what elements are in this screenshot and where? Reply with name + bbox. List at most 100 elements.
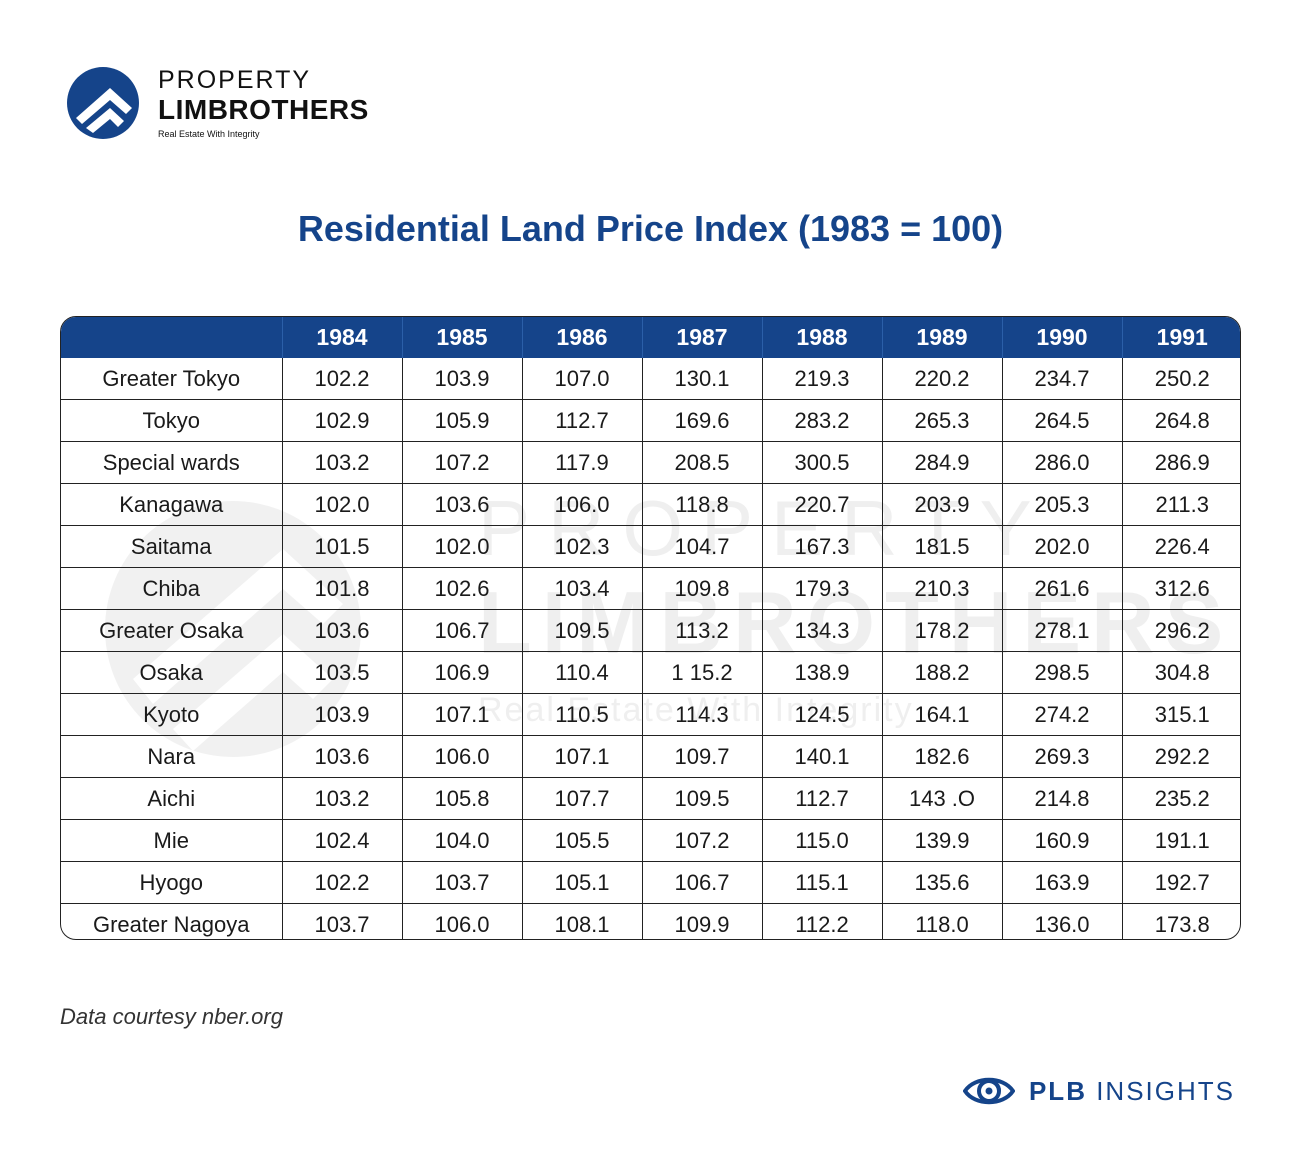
logo-tagline: Real Estate With Integrity xyxy=(158,128,260,139)
value-cell: 103.5 xyxy=(281,651,402,694)
value-cell: 115.1 xyxy=(761,861,882,904)
region-name-cell: Tokyo xyxy=(61,399,282,442)
value-cell: 135.6 xyxy=(881,861,1002,904)
value-cell: 134.3 xyxy=(761,609,882,652)
value-cell: 118.0 xyxy=(881,903,1002,939)
value-cell: 178.2 xyxy=(881,609,1002,652)
header-year-1990: 1990 xyxy=(1001,317,1122,358)
table-row: Saitama 101.5 102.0 102.3 104.7 167.3 181.5 202… xyxy=(61,525,1240,568)
value-cell: 105.8 xyxy=(401,777,522,820)
value-cell: 112.2 xyxy=(761,903,882,939)
value-cell: 181.5 xyxy=(881,525,1002,568)
table-body: Greater Tokyo 102.2 103.9 107.0 130.1 219.3 22… xyxy=(61,358,1240,939)
region-name-cell: Osaka xyxy=(61,651,282,694)
value-cell: 107.2 xyxy=(401,441,522,484)
value-cell: 102.3 xyxy=(521,525,642,568)
value-cell: 167.3 xyxy=(761,525,882,568)
value-cell: 140.1 xyxy=(761,735,882,778)
value-cell: 105.9 xyxy=(401,399,522,442)
table-row: Tokyo 102.9 105.9 112.7 169.6 283.2 265.3 264.5… xyxy=(61,399,1240,442)
value-cell: 300.5 xyxy=(761,441,882,484)
value-cell: 118.8 xyxy=(641,483,762,526)
value-cell: 106.0 xyxy=(401,903,522,939)
value-cell: 139.9 xyxy=(881,819,1002,862)
table-row: Special wards 103.2 107.2 117.9 208.5 300.5 28… xyxy=(61,441,1240,484)
value-cell: 115.0 xyxy=(761,819,882,862)
value-cell: 210.3 xyxy=(881,567,1002,610)
value-cell: 106.7 xyxy=(641,861,762,904)
value-cell: 103.6 xyxy=(401,483,522,526)
value-cell: 164.1 xyxy=(881,693,1002,736)
value-cell: 179.3 xyxy=(761,567,882,610)
value-cell: 173.8 xyxy=(1121,903,1240,939)
value-cell: 103.6 xyxy=(281,735,402,778)
region-name-cell: Saitama xyxy=(61,525,282,568)
value-cell: 208.5 xyxy=(641,441,762,484)
value-cell: 315.1 xyxy=(1121,693,1240,736)
value-cell: 124.5 xyxy=(761,693,882,736)
header-year-1987: 1987 xyxy=(641,317,762,358)
value-cell: 102.0 xyxy=(401,525,522,568)
header-year-1988: 1988 xyxy=(761,317,882,358)
value-cell: 160.9 xyxy=(1001,819,1122,862)
value-cell: 234.7 xyxy=(1001,358,1122,400)
value-cell: 107.0 xyxy=(521,358,642,400)
value-cell: 211.3 xyxy=(1121,483,1240,526)
value-cell: 219.3 xyxy=(761,358,882,400)
value-cell: 109.5 xyxy=(521,609,642,652)
value-cell: 107.1 xyxy=(401,693,522,736)
value-cell: 106.9 xyxy=(401,651,522,694)
value-cell: 188.2 xyxy=(881,651,1002,694)
value-cell: 109.7 xyxy=(641,735,762,778)
value-cell: 163.9 xyxy=(1001,861,1122,904)
value-cell: 102.9 xyxy=(281,399,402,442)
table-row: Kyoto 103.9 107.1 110.5 114.3 124.5 164.1 274.2… xyxy=(61,693,1240,736)
value-cell: 192.7 xyxy=(1121,861,1240,904)
value-cell: 261.6 xyxy=(1001,567,1122,610)
value-cell: 109.9 xyxy=(641,903,762,939)
table-row: Mie 102.4 104.0 105.5 107.2 115.0 139.9 160.9 19… xyxy=(61,819,1240,862)
value-cell: 264.5 xyxy=(1001,399,1122,442)
value-cell: 191.1 xyxy=(1121,819,1240,862)
region-name-cell: Kyoto xyxy=(61,693,282,736)
value-cell: 220.7 xyxy=(761,483,882,526)
region-name-cell: Mie xyxy=(61,819,282,862)
plb-insights-brand: PLB INSIGHTS xyxy=(962,1073,1235,1109)
value-cell: 102.0 xyxy=(281,483,402,526)
region-name-cell: Greater Tokyo xyxy=(102,365,241,391)
value-cell: 105.1 xyxy=(521,861,642,904)
value-cell: 250.2 xyxy=(1121,358,1240,400)
table-header-row: 1984 1985 1986 1987 1988 1989 1990 1991 xyxy=(61,317,1240,358)
eye-icon xyxy=(962,1077,1015,1105)
value-cell: 286.0 xyxy=(1001,441,1122,484)
value-cell: 106.7 xyxy=(401,609,522,652)
value-cell: 182.6 xyxy=(881,735,1002,778)
value-cell: 104.0 xyxy=(401,819,522,862)
value-cell: 136.0 xyxy=(1001,903,1122,939)
value-cell: 265.3 xyxy=(881,399,1002,442)
house-roof-logo-icon xyxy=(67,67,139,139)
value-cell: 107.2 xyxy=(641,819,762,862)
table-row: Greater Nagoya 103.7 106.0 108.1 109.9 112.2 1… xyxy=(61,903,1240,939)
value-cell: 101.5 xyxy=(281,525,402,568)
price-index-table-container: PROPERTY LIMBROTHERS Real Estate With In… xyxy=(60,316,1241,940)
brand-label-rest: INSIGHTS xyxy=(1096,1075,1235,1106)
logo-line-1: PROPERTY xyxy=(158,65,312,94)
table-row: Hyogo 102.2 103.7 105.1 106.7 115.1 135.6 163.9… xyxy=(61,861,1240,904)
value-cell: 130.1 xyxy=(641,358,762,400)
value-cell: 101.8 xyxy=(281,567,402,610)
header-year-1986: 1986 xyxy=(521,317,642,358)
region-name-cell: Kanagawa xyxy=(61,483,282,526)
region-name-cell: Aichi xyxy=(61,777,282,820)
value-cell: 103.7 xyxy=(281,903,402,939)
brand-label: PLB INSIGHTS xyxy=(1029,1076,1235,1107)
value-cell: 264.8 xyxy=(1121,399,1240,442)
value-cell: 104.7 xyxy=(641,525,762,568)
region-name-cell: Greater Nagoya xyxy=(61,903,282,939)
value-cell: 108.1 xyxy=(521,903,642,939)
brand-label-bold: PLB xyxy=(1028,1075,1087,1106)
value-cell: 112.7 xyxy=(761,777,882,820)
value-cell: 103.6 xyxy=(281,609,402,652)
value-cell: 103.9 xyxy=(401,358,522,400)
table-row: Osaka 103.5 106.9 110.4 1 15.2 138.9 188.2 298.… xyxy=(61,651,1240,694)
